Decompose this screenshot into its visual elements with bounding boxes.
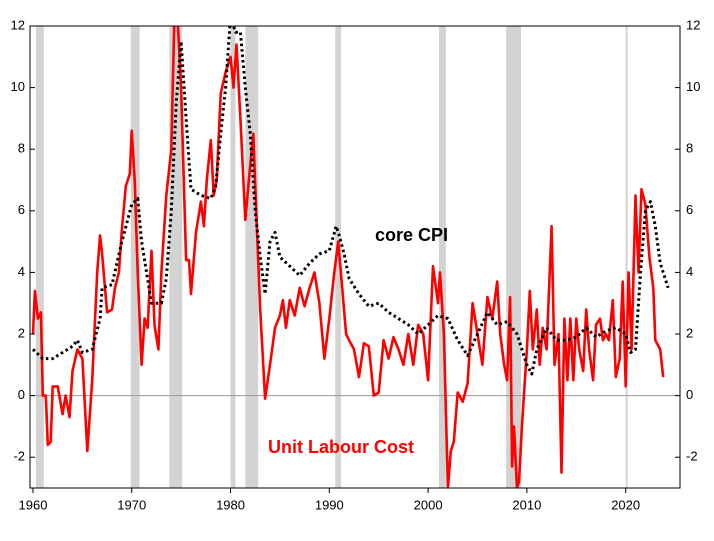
recession-band: [130, 26, 140, 488]
y-tick-label: 8: [18, 141, 25, 156]
recession-band: [438, 26, 446, 488]
y2-tick-label: 0: [686, 387, 693, 402]
y2-tick-label: 12: [686, 17, 700, 32]
annotation: Unit Labour Cost: [268, 437, 414, 457]
y2-tick-label: -2: [686, 449, 698, 464]
y-tick-label: 0: [18, 387, 25, 402]
x-tick-label: 2010: [512, 497, 541, 512]
annotation: core CPI: [375, 225, 448, 245]
y2-tick-label: 6: [686, 202, 693, 217]
x-tick-label: 1990: [315, 497, 344, 512]
recession-band: [230, 26, 236, 488]
x-tick-label: 2000: [414, 497, 443, 512]
line-layer: [31, 26, 670, 488]
recession-band: [506, 26, 521, 488]
plot-frame: [29, 25, 681, 489]
y-tick-label: -2: [13, 449, 25, 464]
y-tick-label: 4: [18, 264, 25, 279]
y-tick-label: 6: [18, 202, 25, 217]
recession-band: [35, 26, 44, 488]
recession-band: [625, 26, 628, 488]
y2-tick-label: 2: [686, 325, 693, 340]
y-tick-label: 2: [18, 325, 25, 340]
recession-layer: [30, 26, 680, 488]
y2-tick-label: 8: [686, 141, 693, 156]
y-tick-label: 12: [11, 17, 25, 32]
x-tick-label: 1970: [117, 497, 146, 512]
y2-tick-label: 4: [686, 264, 693, 279]
x-tick-label: 2020: [611, 497, 640, 512]
series-line: [31, 26, 670, 376]
y2-tick-label: 10: [686, 79, 700, 94]
recession-band: [245, 26, 259, 488]
x-tick-label: 1980: [216, 497, 245, 512]
series-line: [31, 26, 665, 488]
recession-band: [335, 26, 342, 488]
y-tick-label: 10: [11, 79, 25, 94]
x-tick-label: 1960: [19, 497, 48, 512]
